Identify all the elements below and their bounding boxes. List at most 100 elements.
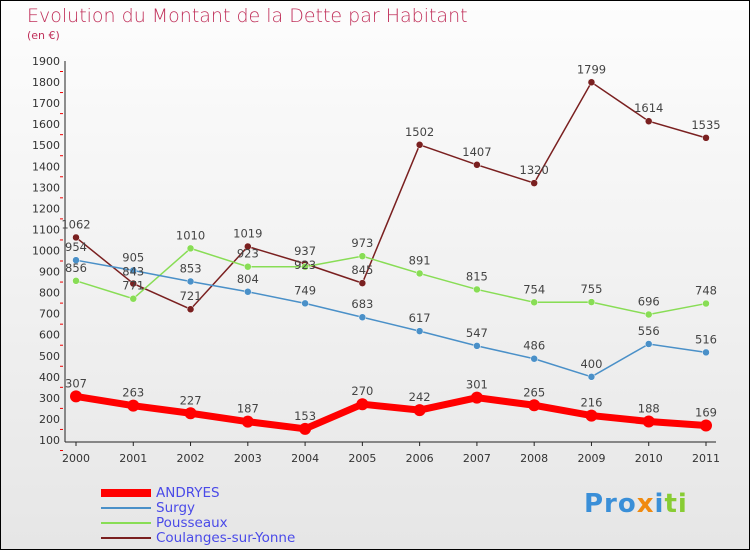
data-point [415,141,424,149]
data-label: 547 [466,326,488,340]
y-tick-label: 1400 [32,160,60,173]
data-point [702,134,710,142]
x-tick-label: 2005 [348,452,376,465]
x-tick-label: 2006 [406,452,434,465]
data-label: 1019 [233,226,262,240]
data-label: 1502 [405,125,434,139]
data-point [129,279,138,288]
data-label: 1320 [520,163,549,177]
data-label: 556 [638,324,660,338]
data-point [127,399,140,412]
series-line-ANDRYES [75,392,707,433]
data-point [358,279,367,287]
data-label: 923 [237,247,259,261]
data-point [356,398,369,411]
data-point [244,262,252,271]
data-point [702,348,710,357]
data-point [129,266,138,275]
y-tick-label: 600 [39,329,60,342]
data-label: 187 [237,402,259,416]
data-point [530,179,538,187]
data-label: 856 [65,261,87,275]
data-point [301,262,309,271]
data-point [186,305,195,313]
data-label: 804 [237,272,259,286]
data-point [470,391,483,404]
data-point [415,269,424,278]
x-tick-label: 2004 [291,452,319,465]
data-point [644,340,653,348]
data-label: 242 [409,390,431,404]
data-label: 891 [409,253,431,267]
legend-swatch [101,507,151,509]
x-tick-label: 2002 [177,452,205,465]
data-label: 954 [65,240,87,254]
series-line-Coulanges-sur-Yonne [75,81,707,311]
data-point [587,373,596,381]
y-tick-label: 1300 [32,181,60,194]
proxiti-logo: Proxiti [584,489,688,519]
data-label: 905 [122,251,144,265]
data-label: 815 [466,269,488,283]
data-point [473,161,481,169]
y-tick-label: 400 [39,371,60,384]
data-point [72,277,80,285]
data-label: 265 [523,385,545,399]
data-label: 923 [294,258,316,272]
data-label: 1535 [691,118,720,132]
data-label: 843 [122,265,144,279]
y-tick-label: 100 [39,434,60,447]
y-tick-label: 800 [39,287,60,300]
data-label: 216 [580,396,602,410]
data-label: 1010 [176,228,205,242]
data-point [241,415,254,428]
x-tick-label: 2007 [463,452,491,465]
data-label: 188 [638,401,660,415]
data-point [473,285,481,294]
data-point [72,233,80,242]
data-label: 227 [180,393,202,407]
legend-swatch [101,537,151,539]
data-point [702,299,710,308]
data-point [585,409,598,422]
data-point [530,354,538,363]
legend-label: Surgy [156,500,195,516]
data-point [301,299,309,308]
data-point [244,242,252,251]
legend-label: Pousseaux [156,515,228,531]
data-point [473,342,481,350]
x-tick-label: 2010 [635,452,663,465]
x-tick-label: 2003 [234,452,262,465]
data-point [587,78,596,87]
data-point [587,298,596,306]
data-label: 516 [695,332,717,346]
legend-label: Coulanges-sur-Yonne [156,530,296,546]
data-label: 1062 [61,217,90,231]
x-tick-label: 2009 [577,452,605,465]
data-label: 486 [523,339,545,353]
data-point [528,399,541,412]
y-tick-label: 1700 [32,97,60,110]
data-label: 153 [294,409,316,423]
data-label: 771 [122,279,144,293]
y-tick-label: 1000 [32,245,60,258]
data-label: 1407 [462,145,491,159]
data-point [530,298,538,307]
y-tick-label: 200 [39,413,60,426]
series-line-Pousseaux [75,247,707,316]
data-point [358,313,367,321]
data-label: 853 [180,261,202,275]
y-tick-label: 1500 [32,139,60,152]
data-point [413,404,426,417]
data-point [244,288,252,296]
x-tick-label: 2001 [119,452,147,465]
data-label: 301 [466,378,488,392]
data-label: 270 [351,384,373,398]
data-point [299,422,312,435]
y-tick-label: 900 [39,266,60,279]
data-label: 696 [638,295,660,309]
data-point [642,415,655,428]
data-label: 1799 [577,62,606,76]
